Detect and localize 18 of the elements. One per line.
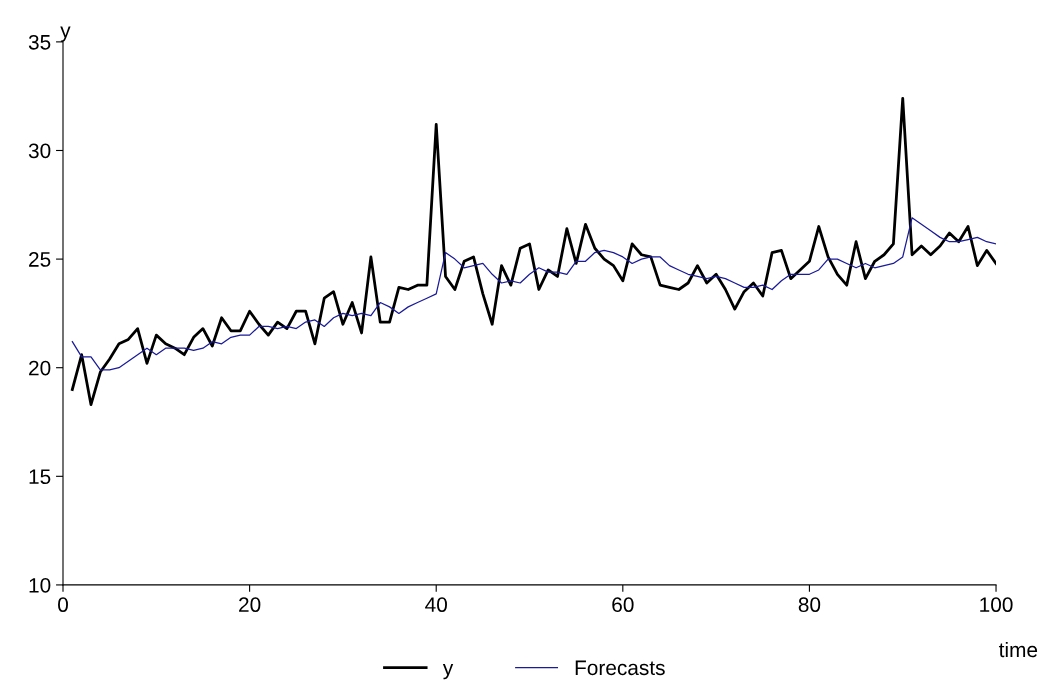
y-tick-label: 10 [29, 577, 51, 593]
y-tick-label: 35 [28, 34, 51, 50]
y-tick-label: 25 [29, 252, 51, 267]
x-tick-label: 100 [980, 597, 1013, 613]
x-axis-title: time [998, 641, 1038, 658]
x-tick-label: 20 [239, 597, 261, 613]
line-series [70, 96, 997, 407]
x-tick-label: 0 [58, 597, 68, 613]
y-tick-label: 20 [29, 360, 51, 376]
y-axis-title: y [60, 26, 71, 42]
legend-label: y [442, 663, 454, 680]
legend-label: Forecasts [575, 660, 665, 676]
y-tick-label: 15 [29, 469, 51, 485]
y-tick-label: 30 [28, 143, 51, 159]
line-series [71, 217, 997, 371]
x-tick-label: 80 [798, 597, 821, 613]
x-tick-label: 60 [612, 597, 634, 613]
x-tick-label: 40 [425, 597, 447, 613]
